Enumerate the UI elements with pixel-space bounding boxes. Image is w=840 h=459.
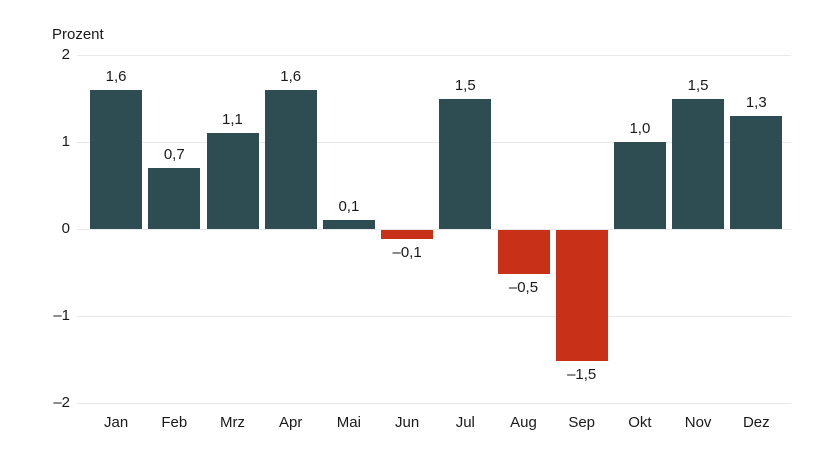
bar-aug bbox=[497, 230, 550, 274]
x-tick-label: Okt bbox=[628, 414, 652, 431]
x-tick-label: Sep bbox=[568, 414, 596, 431]
bar-jan bbox=[90, 89, 143, 229]
gridline bbox=[77, 315, 791, 317]
bar-nov bbox=[672, 98, 725, 229]
bar-value-label: –1,5 bbox=[567, 365, 597, 383]
y-tick-label: 1 bbox=[61, 133, 70, 150]
x-tick-label: Dez bbox=[742, 414, 770, 431]
bar-value-label: –0,1 bbox=[392, 243, 422, 261]
bar-mai bbox=[322, 220, 375, 229]
y-tick-label: –2 bbox=[53, 394, 70, 411]
bar-value-label: 1,6 bbox=[105, 67, 127, 85]
gridline bbox=[77, 54, 791, 56]
gridline bbox=[77, 228, 791, 230]
x-tick-label: Jan bbox=[104, 414, 129, 431]
x-tick-label: Nov bbox=[684, 414, 712, 431]
x-tick-label: Mrz bbox=[219, 414, 245, 431]
bar-value-label: 1,5 bbox=[454, 76, 476, 94]
bar-value-label: –0,5 bbox=[508, 278, 539, 296]
gridline bbox=[77, 402, 791, 404]
x-tick-label: Apr bbox=[279, 414, 303, 431]
x-tick-label: Feb bbox=[161, 414, 188, 431]
bar-value-label: 0,1 bbox=[338, 198, 360, 216]
bar-mrz bbox=[206, 133, 259, 229]
bar-value-label: 1,1 bbox=[222, 111, 243, 129]
x-tick-label: Jul bbox=[455, 414, 475, 431]
y-axis-title: Prozent bbox=[52, 26, 104, 43]
bar-jun bbox=[381, 230, 434, 239]
bar-value-label: 0,7 bbox=[163, 146, 185, 164]
x-tick-label: Mai bbox=[336, 414, 361, 431]
gridline bbox=[77, 141, 791, 143]
bar-value-label: 1,0 bbox=[629, 120, 651, 137]
x-tick-label: Jun bbox=[395, 414, 420, 431]
y-tick-label: 0 bbox=[61, 220, 70, 237]
bar-sep bbox=[555, 230, 608, 361]
bar-okt bbox=[613, 142, 666, 229]
bar-apr bbox=[264, 89, 317, 229]
x-tick-label: Aug bbox=[510, 414, 537, 431]
bar-value-label: 1,3 bbox=[745, 93, 767, 111]
bar-value-label: 1,6 bbox=[280, 67, 302, 85]
bar-jul bbox=[439, 98, 492, 229]
bar-feb bbox=[148, 168, 201, 229]
bar-value-label: 1,5 bbox=[687, 76, 709, 94]
y-tick-label: 2 bbox=[61, 46, 70, 63]
y-tick-label: –1 bbox=[53, 307, 70, 324]
bar-dez bbox=[730, 115, 783, 229]
